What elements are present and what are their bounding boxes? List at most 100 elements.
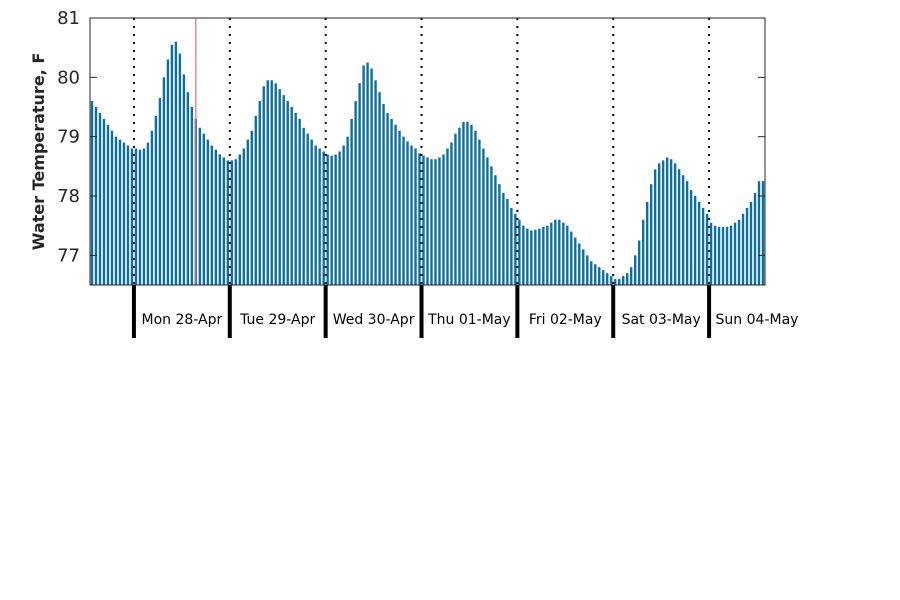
bar <box>278 89 281 285</box>
bar <box>737 219 741 285</box>
bar <box>602 270 605 285</box>
bar <box>697 201 701 285</box>
bar <box>454 133 457 285</box>
bar <box>262 86 265 285</box>
bar <box>721 226 725 285</box>
bar <box>190 107 194 285</box>
bar <box>614 279 617 285</box>
bar <box>126 145 130 285</box>
bar <box>570 231 573 285</box>
bar <box>745 207 749 285</box>
y-tick-label: 80 <box>57 67 80 88</box>
bar <box>474 130 477 285</box>
bar <box>450 142 453 285</box>
y-tick-label: 77 <box>57 245 80 266</box>
bar <box>598 267 601 285</box>
bar <box>594 264 597 285</box>
bar <box>218 154 222 285</box>
bar <box>494 175 497 285</box>
bar <box>122 142 126 285</box>
bar <box>653 169 657 285</box>
bar <box>326 154 329 285</box>
bar <box>266 80 269 285</box>
bar <box>681 175 685 285</box>
bar <box>246 139 249 285</box>
bar <box>466 121 469 285</box>
bar <box>342 145 345 285</box>
bar <box>250 130 253 285</box>
bar <box>478 139 481 285</box>
plot-area-frame <box>89 17 766 286</box>
bar <box>178 53 182 285</box>
bar <box>446 148 449 285</box>
bar <box>534 229 537 285</box>
bar <box>761 181 765 285</box>
bar <box>606 273 609 285</box>
bar <box>202 133 206 285</box>
bar <box>214 149 218 285</box>
bar <box>502 193 505 285</box>
bar <box>318 148 321 285</box>
bar <box>230 160 233 285</box>
bar <box>649 184 653 285</box>
bar <box>242 148 245 285</box>
bar <box>733 222 737 285</box>
bar <box>442 154 445 285</box>
bar <box>254 115 257 286</box>
bar <box>370 68 373 286</box>
bar <box>286 101 289 285</box>
bar <box>438 157 441 285</box>
bar <box>406 141 409 285</box>
bar <box>170 44 174 286</box>
bar <box>150 130 154 285</box>
bar <box>322 151 325 285</box>
day-label: Thu 01-May <box>427 312 511 328</box>
bar <box>753 193 757 285</box>
bar <box>90 101 94 285</box>
bar <box>530 230 533 285</box>
bar <box>206 139 210 285</box>
bar <box>526 228 529 285</box>
bar <box>290 107 293 285</box>
bar <box>693 196 697 285</box>
y-axis-ticks: 77 78 79 80 81 <box>57 8 765 266</box>
day-label: Wed 30-Apr <box>333 312 415 328</box>
day-label: Sat 03-May <box>622 312 701 328</box>
bar <box>689 190 693 285</box>
bar <box>645 201 649 285</box>
bar <box>166 59 170 285</box>
bar <box>626 273 629 285</box>
bar <box>506 198 509 285</box>
bar <box>749 201 753 285</box>
bar <box>382 104 385 285</box>
bar <box>186 92 190 285</box>
bar <box>238 154 241 285</box>
bar <box>558 219 561 285</box>
bar <box>418 153 421 285</box>
bar <box>430 159 433 285</box>
bar <box>162 77 166 285</box>
bar <box>717 226 721 285</box>
bar <box>302 127 305 286</box>
bar <box>402 136 405 285</box>
bar <box>510 207 513 285</box>
bar <box>98 112 102 286</box>
bar <box>522 225 525 285</box>
bar <box>498 184 501 285</box>
bar <box>294 112 297 286</box>
bar <box>354 101 357 285</box>
bar <box>374 80 377 285</box>
bar <box>713 225 717 285</box>
bar <box>334 154 337 285</box>
day-label: Fri 02-May <box>529 312 602 328</box>
bar <box>514 213 517 285</box>
bar <box>390 118 393 286</box>
bar <box>330 155 333 285</box>
bar <box>118 139 122 285</box>
bar <box>729 225 733 285</box>
y-tick-label: 78 <box>57 186 80 207</box>
day-label: Tue 29-Apr <box>239 312 315 328</box>
bar <box>486 157 489 285</box>
bar <box>174 41 178 286</box>
bar <box>578 243 581 285</box>
